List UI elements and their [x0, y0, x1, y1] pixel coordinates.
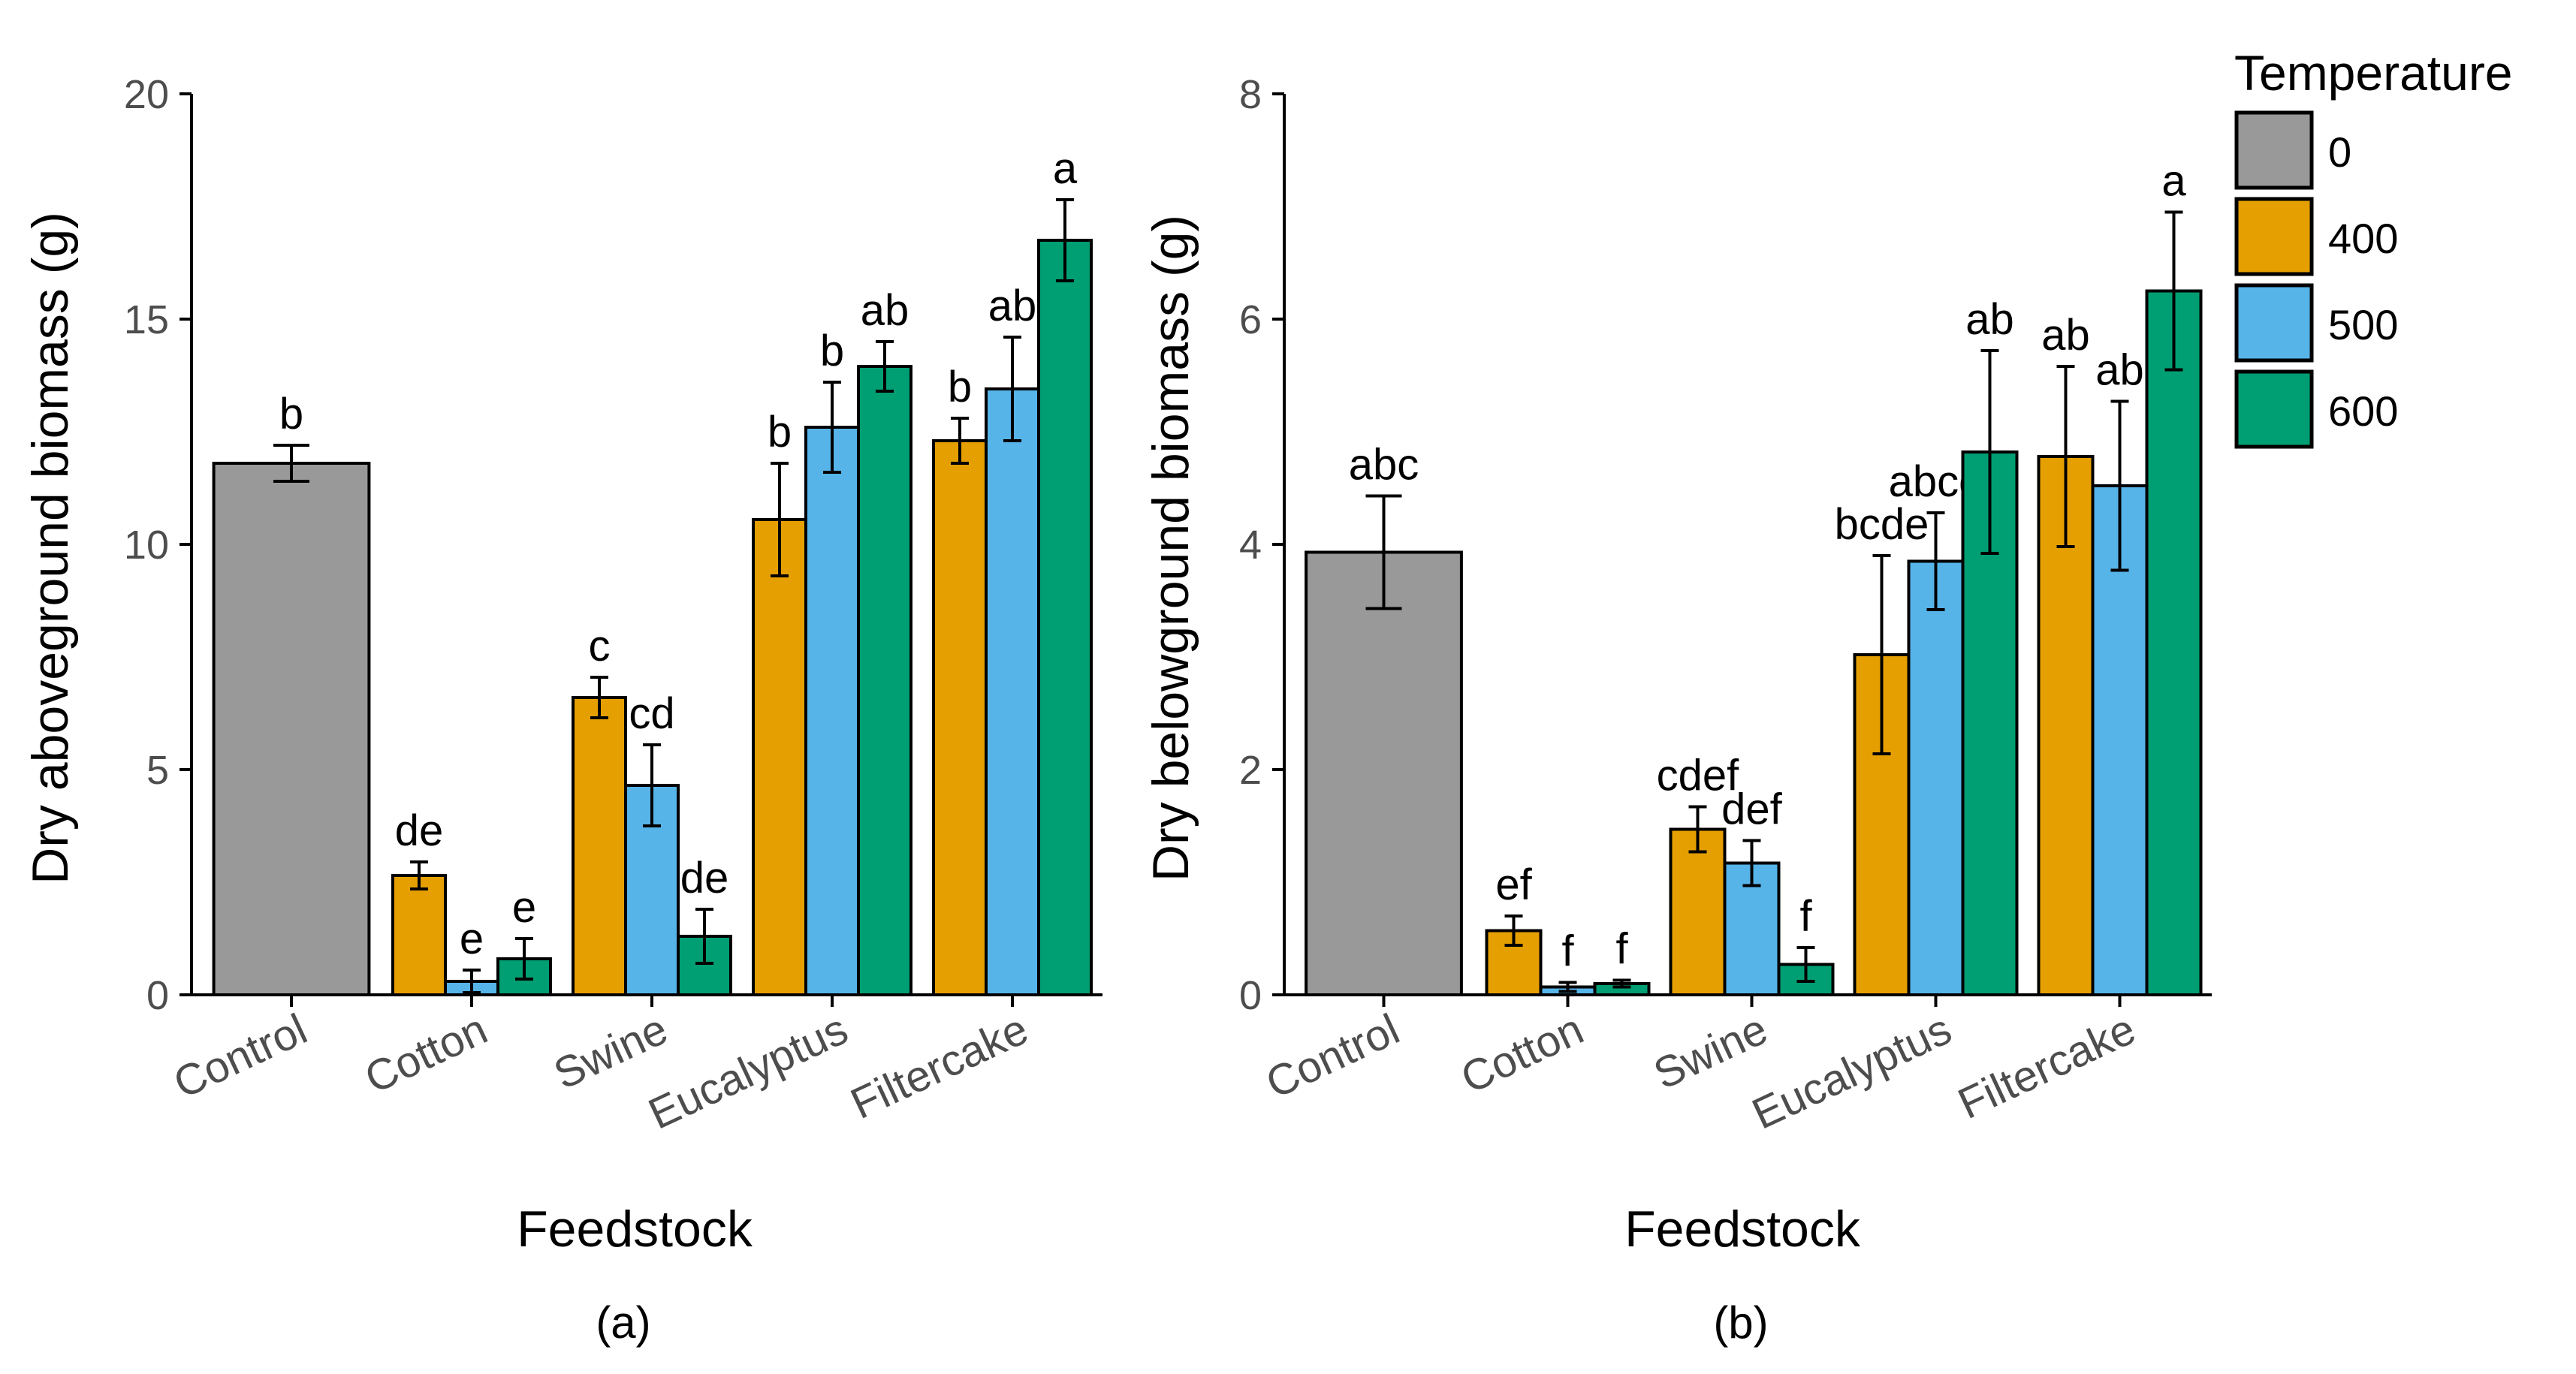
legend-label: 500	[2328, 301, 2398, 348]
significance-letter: a	[1053, 144, 1078, 193]
y-tick-label: 6	[1239, 297, 1262, 342]
significance-letter: bcde	[1835, 500, 1929, 549]
significance-letter: ab	[2095, 346, 2144, 395]
significance-letter: c	[589, 622, 611, 670]
bar	[1669, 827, 1727, 996]
legend-key	[2234, 369, 2314, 449]
y-tick-label: 0	[1239, 973, 1262, 1018]
y-tick-label: 20	[124, 72, 169, 117]
panel-label-b: (b)	[1713, 1297, 1768, 1348]
significance-letter: ab	[2041, 311, 2090, 360]
legend-label: 400	[2328, 215, 2398, 262]
significance-letter: ab	[861, 286, 909, 335]
bar	[212, 462, 371, 996]
bar	[391, 874, 447, 996]
legend-label: 0	[2328, 128, 2351, 176]
panel-label-a: (a)	[596, 1297, 650, 1348]
significance-letter: e	[512, 883, 536, 932]
legend-key	[2234, 283, 2314, 363]
bar	[804, 426, 860, 996]
bar	[857, 365, 912, 996]
y-tick-label: 2	[1239, 748, 1262, 793]
significance-letter: abc	[1349, 441, 1419, 490]
bar	[752, 518, 807, 996]
significance-letter: f	[1799, 892, 1812, 941]
significance-letter: b	[948, 363, 972, 411]
significance-letter: de	[395, 806, 444, 855]
y-tick-label: 10	[124, 523, 169, 568]
bar	[1907, 559, 1965, 996]
significance-letter: b	[279, 390, 303, 438]
significance-letter: a	[2161, 157, 2186, 206]
bar	[1305, 550, 1463, 996]
significance-letter: ab	[988, 282, 1037, 330]
y-tick-label: 4	[1239, 523, 1262, 568]
bar	[1037, 239, 1093, 996]
significance-letter: b	[768, 408, 792, 456]
xlabel-a: Feedstock	[517, 1201, 753, 1258]
significance-letter: f	[1615, 925, 1628, 974]
significance-letter: de	[680, 854, 729, 902]
legend-key	[2234, 197, 2314, 276]
legend-key	[2234, 110, 2314, 190]
significance-letter: def	[1721, 785, 1783, 834]
y-tick-label: 5	[146, 748, 169, 793]
bar	[932, 439, 988, 996]
ylabel-a: Dry aboveground biomass (g)	[22, 212, 79, 884]
significance-letter: cd	[629, 689, 674, 738]
y-tick-label: 8	[1239, 72, 1262, 117]
significance-letter: ef	[1495, 860, 1532, 909]
ylabel-b: Dry belowground biomass (g)	[1142, 215, 1199, 881]
bar	[985, 387, 1040, 996]
significance-letter: f	[1561, 927, 1574, 976]
significance-letter: cdef	[1657, 752, 1740, 800]
bar	[572, 696, 627, 996]
bar	[2145, 289, 2203, 996]
significance-letter: b	[820, 327, 844, 375]
y-tick-label: 0	[146, 973, 169, 1018]
legend-title: Temperature	[2234, 45, 2513, 101]
bar	[1853, 653, 1911, 996]
xlabel-b: Feedstock	[1624, 1201, 1861, 1258]
significance-letter: e	[460, 914, 484, 963]
legend-label: 600	[2328, 387, 2398, 435]
y-tick-label: 15	[124, 297, 169, 342]
legend: Temperature 0 400 500 600	[2234, 45, 2513, 449]
significance-letter: ab	[1965, 295, 2014, 344]
